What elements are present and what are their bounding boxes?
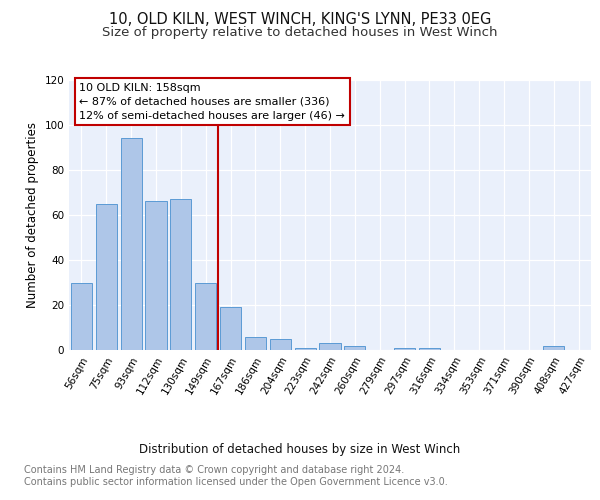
Bar bbox=[543, 346, 564, 350]
Y-axis label: Number of detached properties: Number of detached properties bbox=[26, 122, 39, 308]
Text: Size of property relative to detached houses in West Winch: Size of property relative to detached ho… bbox=[102, 26, 498, 39]
Bar bbox=[96, 204, 117, 350]
Bar bbox=[245, 336, 266, 350]
Bar bbox=[195, 282, 216, 350]
Bar bbox=[319, 343, 341, 350]
Bar bbox=[71, 282, 92, 350]
Text: Contains HM Land Registry data © Crown copyright and database right 2024.
Contai: Contains HM Land Registry data © Crown c… bbox=[24, 465, 448, 486]
Bar bbox=[419, 348, 440, 350]
Text: 10 OLD KILN: 158sqm
← 87% of detached houses are smaller (336)
12% of semi-detac: 10 OLD KILN: 158sqm ← 87% of detached ho… bbox=[79, 82, 346, 120]
Text: Distribution of detached houses by size in West Winch: Distribution of detached houses by size … bbox=[139, 442, 461, 456]
Bar bbox=[170, 199, 191, 350]
Bar bbox=[295, 348, 316, 350]
Bar bbox=[344, 346, 365, 350]
Bar bbox=[220, 307, 241, 350]
Bar bbox=[394, 348, 415, 350]
Text: 10, OLD KILN, WEST WINCH, KING'S LYNN, PE33 0EG: 10, OLD KILN, WEST WINCH, KING'S LYNN, P… bbox=[109, 12, 491, 28]
Bar bbox=[270, 339, 291, 350]
Bar bbox=[121, 138, 142, 350]
Bar bbox=[145, 202, 167, 350]
